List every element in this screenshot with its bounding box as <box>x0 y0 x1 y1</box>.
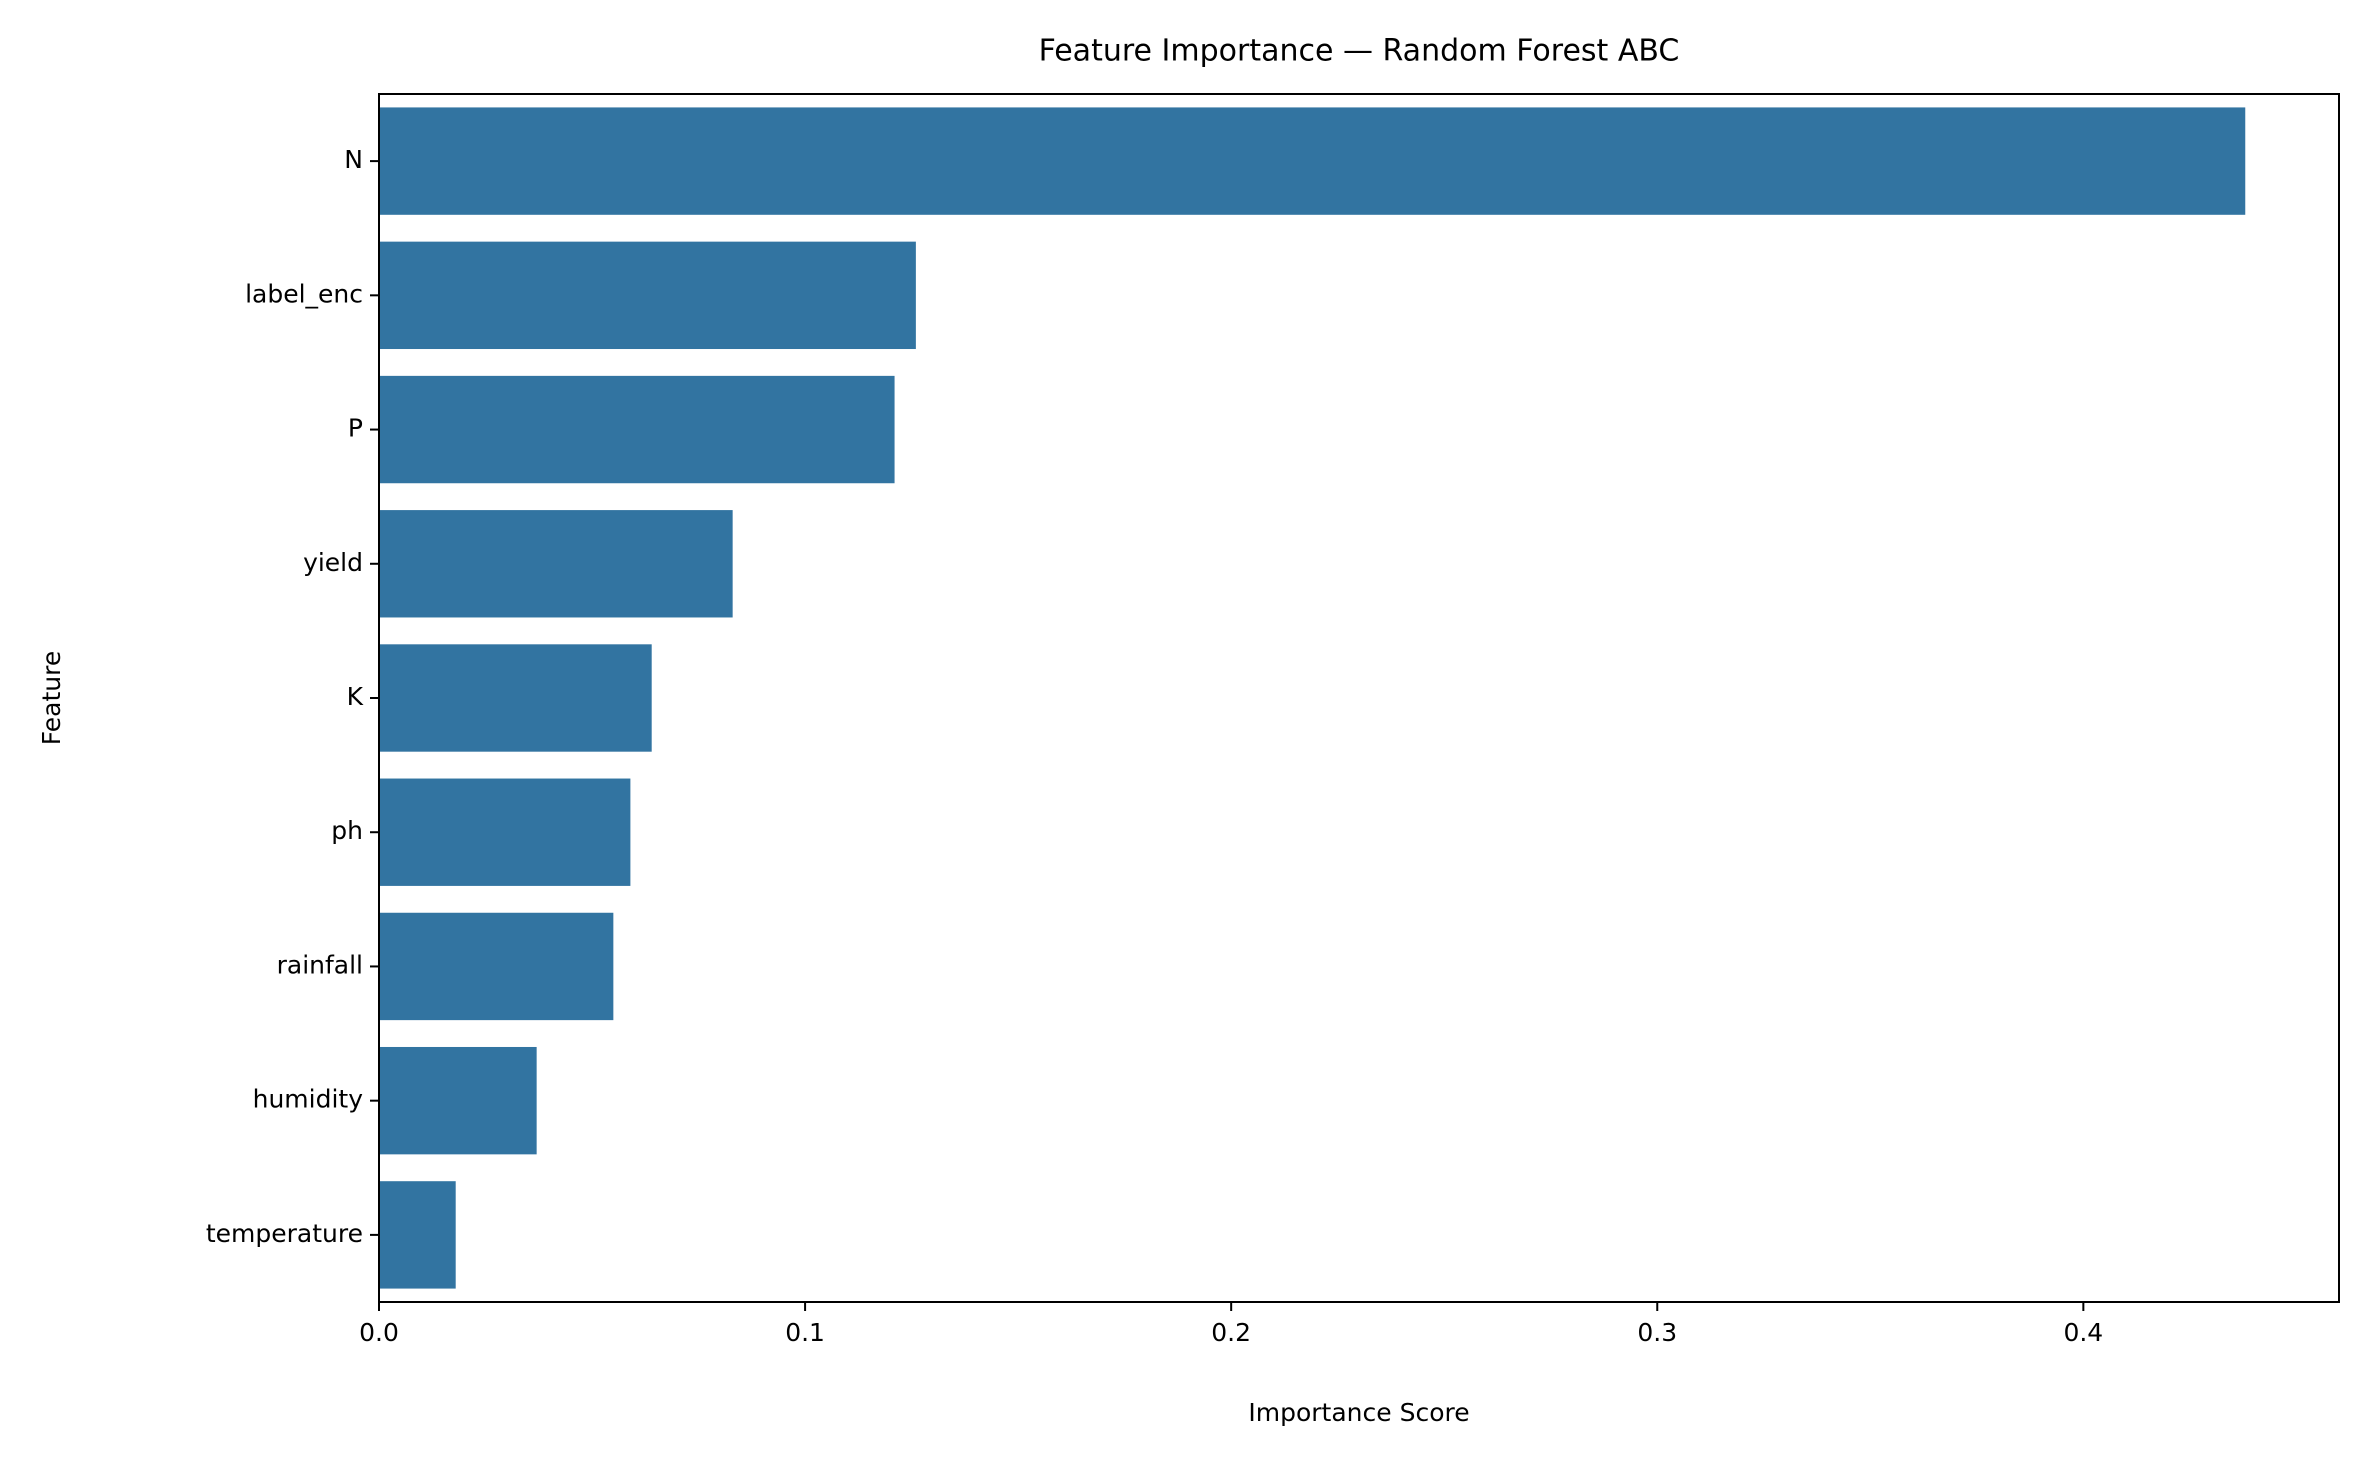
x-tick-label: 0.3 <box>1637 1318 1677 1347</box>
plot-frame <box>378 93 2340 1303</box>
bar <box>379 778 631 886</box>
bar <box>379 912 614 1021</box>
bar <box>379 510 733 618</box>
bar <box>379 375 895 484</box>
bar <box>379 644 652 752</box>
x-tick-label: 0.0 <box>359 1318 399 1347</box>
y-tick-label: P <box>348 414 363 443</box>
x-tick-label: 0.2 <box>1211 1318 1251 1347</box>
x-tick-label: 0.4 <box>2063 1318 2103 1347</box>
bar <box>379 1046 537 1155</box>
y-tick-label: ph <box>331 816 363 845</box>
chart-title: Feature Importance — Random Forest ABC <box>1039 34 1680 69</box>
x-tick-label: 0.1 <box>785 1318 825 1347</box>
y-tick-label: N <box>344 145 363 174</box>
x-axis-label: Importance Score <box>1248 1398 1469 1427</box>
y-tick-label: humidity <box>253 1085 364 1114</box>
y-tick-label: yield <box>303 548 363 577</box>
y-axis-label: Feature <box>37 651 66 745</box>
y-tick-label: label_enc <box>245 279 363 308</box>
y-tick-label: K <box>347 682 364 711</box>
y-tick-label: rainfall <box>277 950 363 979</box>
bar <box>379 1181 456 1289</box>
bar <box>379 107 2246 215</box>
bar <box>379 241 916 350</box>
y-tick-label: temperature <box>206 1219 363 1248</box>
